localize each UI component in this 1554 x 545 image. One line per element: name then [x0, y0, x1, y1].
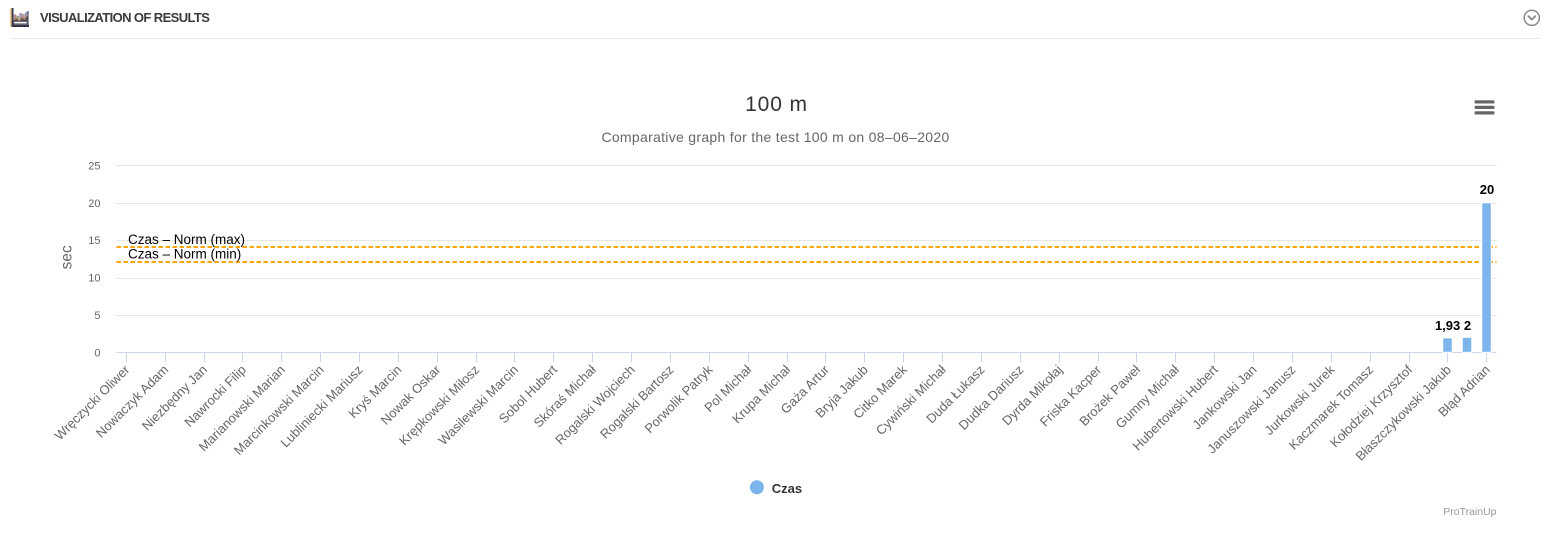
svg-text:0: 0 [94, 347, 100, 359]
svg-text:sec: sec [59, 245, 76, 269]
svg-text:10: 10 [88, 273, 100, 285]
svg-text:25: 25 [88, 160, 100, 172]
svg-text:Comparative graph for the test: Comparative graph for the test 100 m on … [601, 129, 949, 145]
svg-text:Czas – Norm (min): Czas – Norm (min) [128, 246, 241, 261]
svg-text:2: 2 [1464, 318, 1471, 333]
svg-text:Cywiński Michał: Cywiński Michał [873, 362, 949, 438]
svg-text:Czas – Norm (max): Czas – Norm (max) [128, 232, 245, 247]
svg-text:5: 5 [94, 310, 100, 322]
svg-text:Porwolik Patryk: Porwolik Patryk [641, 362, 715, 436]
svg-text:Jurkowski Jurek: Jurkowski Jurek [1261, 362, 1337, 438]
svg-text:100 m: 100 m [745, 93, 808, 116]
svg-text:1,93: 1,93 [1435, 318, 1460, 333]
svg-text:ProTrainUp: ProTrainUp [1443, 506, 1496, 518]
svg-text:20: 20 [1480, 182, 1494, 197]
svg-text:15: 15 [88, 235, 100, 247]
svg-text:Czas: Czas [772, 481, 802, 496]
svg-text:20: 20 [88, 198, 100, 210]
